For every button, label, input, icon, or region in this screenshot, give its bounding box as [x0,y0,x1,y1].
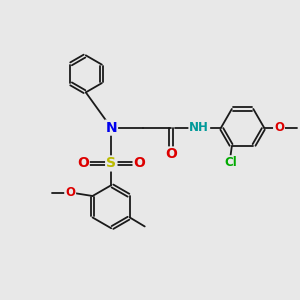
Text: O: O [274,121,284,134]
Text: Cl: Cl [224,156,237,169]
Text: O: O [165,148,177,161]
Text: O: O [65,187,75,200]
Text: N: N [105,121,117,135]
Text: O: O [77,156,89,170]
Text: NH: NH [189,121,209,134]
Text: O: O [134,156,146,170]
Text: S: S [106,156,116,170]
